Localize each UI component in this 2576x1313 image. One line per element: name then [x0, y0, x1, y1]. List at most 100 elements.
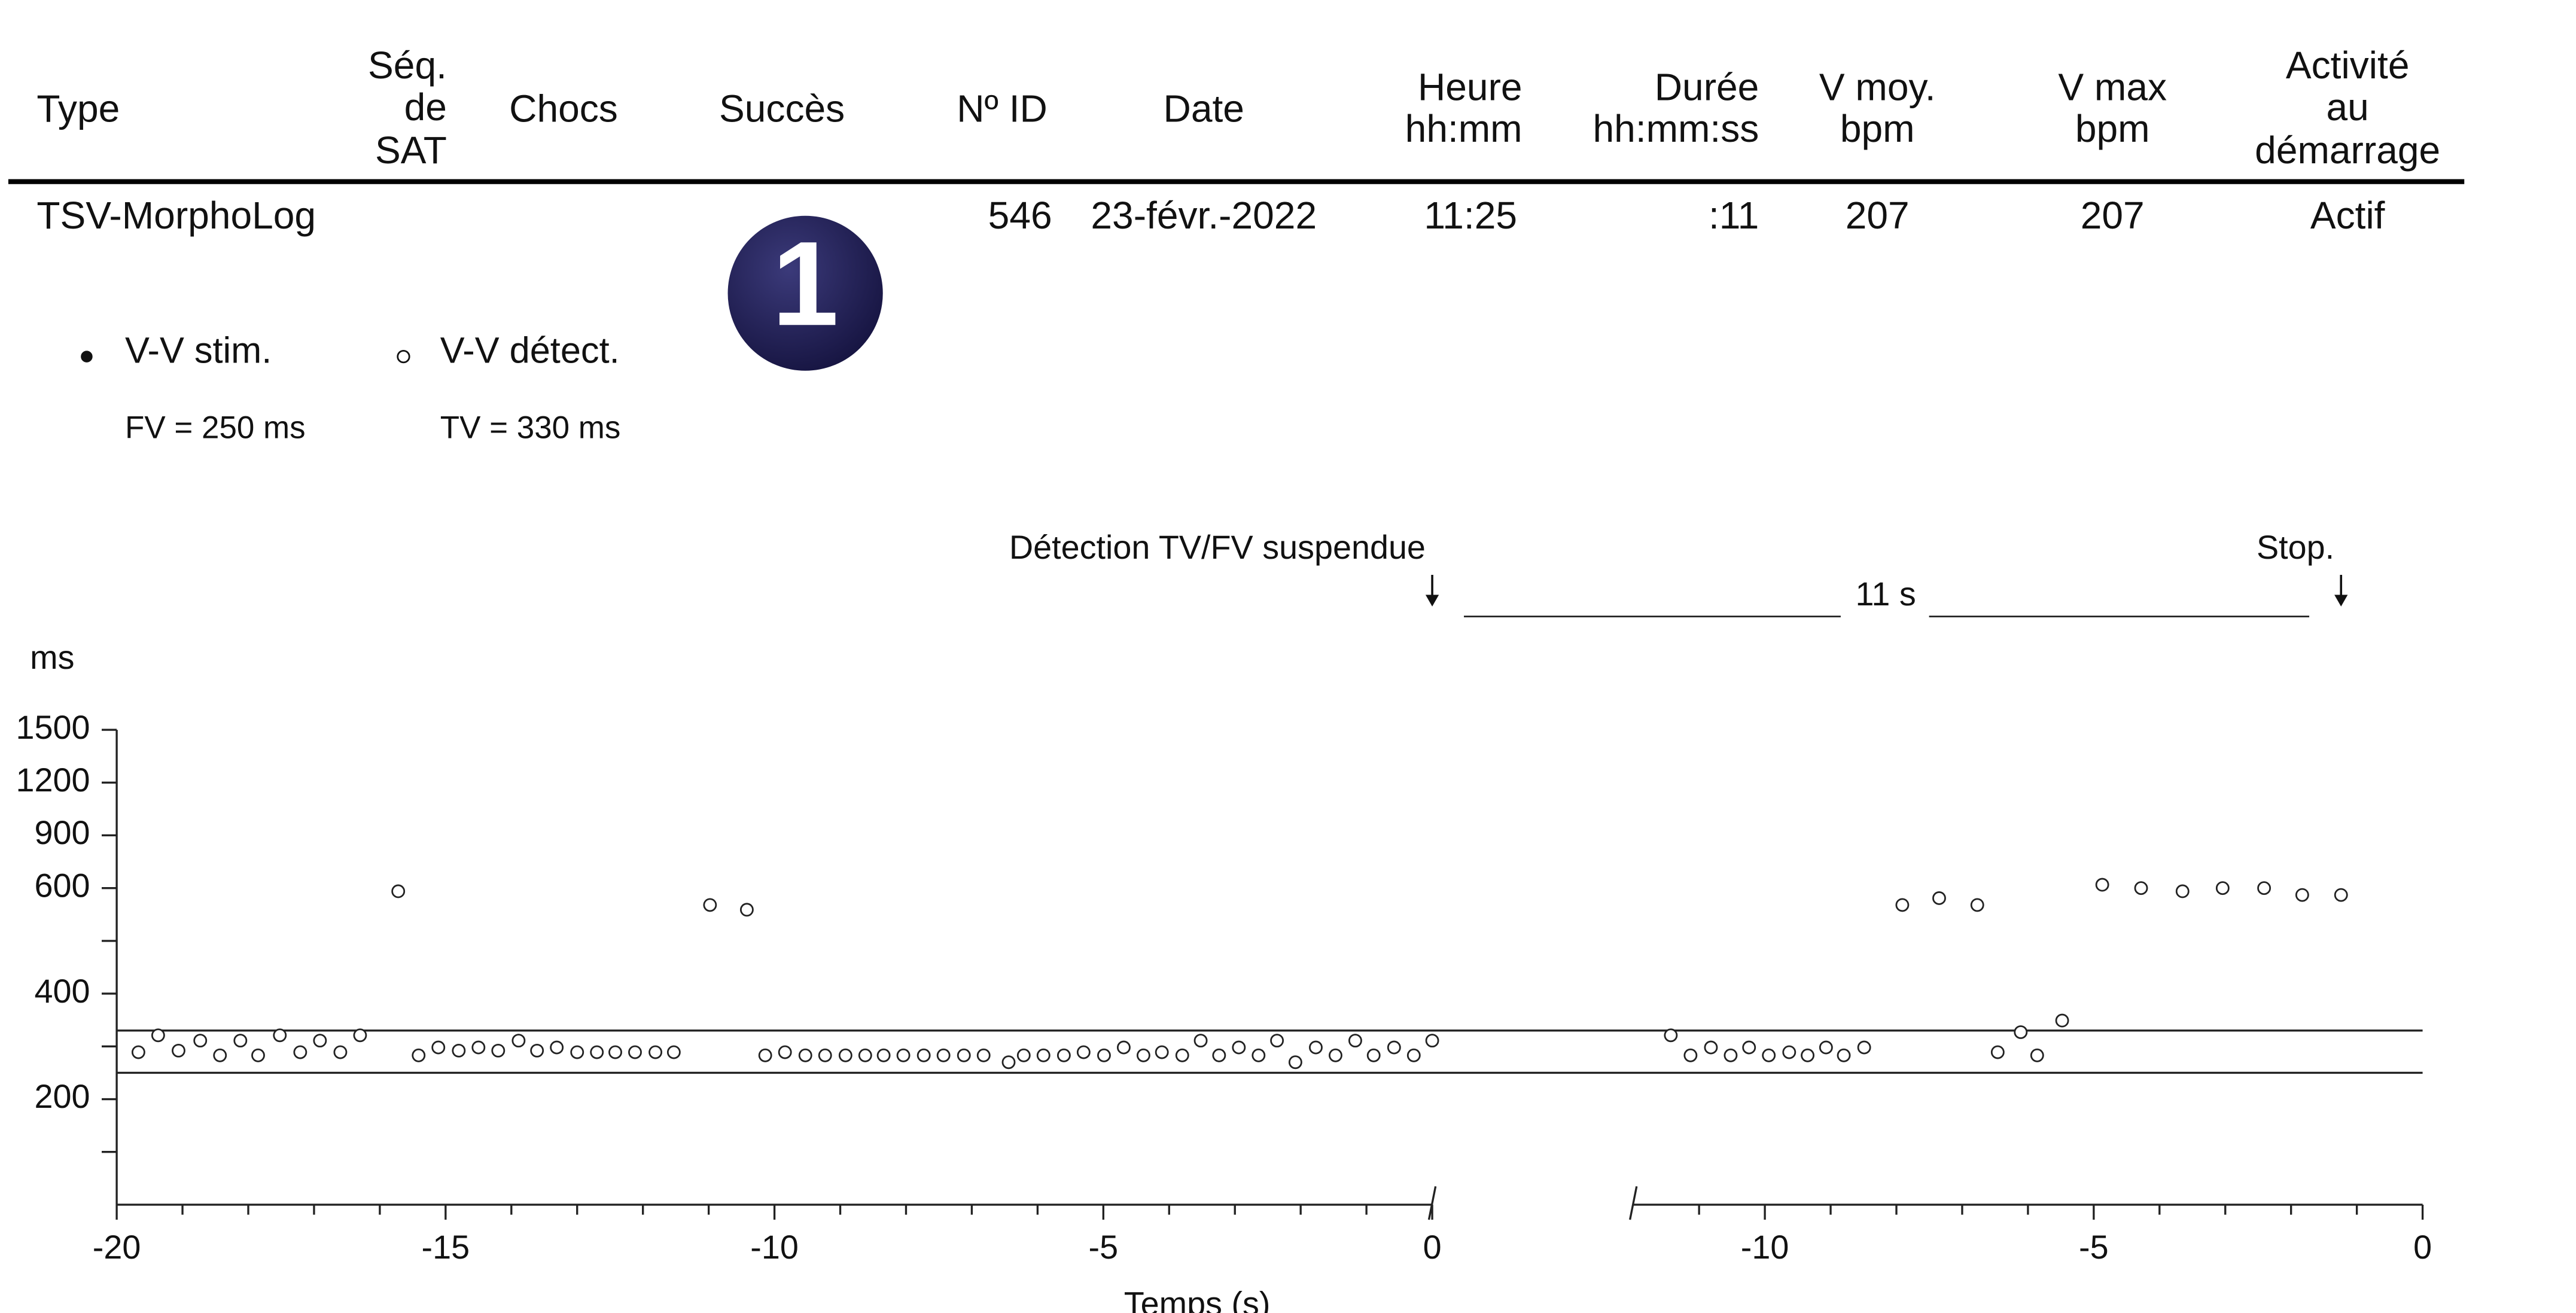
y-axis-label: ms: [30, 639, 74, 676]
table-cell: Actif: [2310, 194, 2385, 237]
column-header: bpm: [1840, 107, 1915, 150]
column-header: au: [2327, 86, 2369, 129]
data-point: [858, 1048, 872, 1062]
data-point: [1970, 898, 1984, 912]
column-header: SAT: [375, 129, 447, 172]
data-point: [896, 1048, 911, 1062]
data-point: [2257, 881, 2271, 895]
data-point: [293, 1045, 307, 1059]
data-point: [471, 1040, 486, 1055]
data-point: [2055, 1013, 2069, 1028]
data-point: [1232, 1040, 1246, 1055]
data-point: [313, 1034, 327, 1048]
data-point: [1990, 1045, 2005, 1059]
y-tick-label: 900: [35, 814, 90, 851]
data-point: [1704, 1040, 1718, 1055]
duration-label: 11 s: [1856, 575, 1916, 613]
data-point: [798, 1048, 812, 1062]
y-tick-label: 400: [35, 973, 90, 1010]
column-header: Activité: [2286, 44, 2410, 87]
table-cell: 207: [2081, 194, 2145, 237]
data-point: [608, 1045, 622, 1059]
data-point: [391, 884, 406, 898]
x-tick-label: -5: [1089, 1229, 1119, 1266]
data-point: [251, 1048, 265, 1062]
data-point: [1387, 1040, 1401, 1055]
axis-break: [1427, 1186, 1437, 1220]
data-point: [172, 1043, 185, 1058]
column-header: Date: [1164, 87, 1244, 130]
table-cell: 546: [988, 194, 1052, 237]
column-header: hh:mm:ss: [1593, 107, 1759, 150]
data-point: [131, 1045, 145, 1059]
column-header: Type: [36, 87, 120, 130]
data-point: [333, 1045, 348, 1059]
data-point: [1288, 1055, 1302, 1070]
data-point: [1762, 1048, 1776, 1062]
threshold-label: FV = 250 ms: [125, 410, 306, 446]
data-point: [1136, 1048, 1150, 1062]
data-point: [739, 903, 754, 917]
table-cell: TSV-MorphoLog: [36, 194, 316, 237]
data-point: [193, 1034, 208, 1048]
data-point: [570, 1045, 584, 1059]
data-point: [1116, 1040, 1131, 1055]
column-header: démarrage: [2255, 129, 2440, 172]
data-point: [1270, 1034, 1284, 1048]
table-cell: 23-févr.-2022: [1091, 194, 1317, 237]
data-point: [2030, 1048, 2044, 1062]
data-point: [758, 1048, 772, 1062]
axis-break: [1628, 1186, 1638, 1220]
data-point: [818, 1048, 832, 1062]
annotation: Détection TV/FV suspendue: [1009, 529, 1426, 566]
column-header: V max: [2058, 65, 2167, 108]
data-point: [2175, 884, 2190, 898]
data-point: [1406, 1048, 1421, 1062]
data-point: [1036, 1048, 1051, 1062]
data-point: [1837, 1048, 1851, 1062]
threshold-label: TV = 330 ms: [440, 410, 621, 446]
y-tick-label: 1500: [16, 709, 90, 746]
data-point: [1193, 1034, 1208, 1048]
data-point: [452, 1043, 466, 1058]
legend-marker: [397, 349, 410, 364]
legend-label: V-V stim.: [125, 330, 272, 371]
column-header: V moy.: [1819, 65, 1936, 108]
data-point: [213, 1048, 227, 1062]
data-point: [1782, 1045, 1796, 1059]
data-point: [1664, 1028, 1678, 1043]
data-point: [590, 1045, 604, 1059]
x-tick-label: -5: [2079, 1229, 2109, 1266]
data-point: [1309, 1040, 1323, 1055]
x-tick-label: -10: [750, 1229, 799, 1266]
x-axis-label: Temps (s): [1124, 1285, 1271, 1313]
x-tick-label: 0: [1423, 1229, 1442, 1266]
data-point: [916, 1048, 931, 1062]
data-point: [530, 1043, 544, 1058]
data-point: [1155, 1045, 1169, 1059]
data-point: [648, 1045, 663, 1059]
data-point: [2215, 881, 2230, 895]
data-point: [511, 1034, 526, 1048]
data-point: [1212, 1048, 1226, 1062]
data-point: [1348, 1034, 1362, 1048]
data-point: [2095, 878, 2109, 892]
data-point: [957, 1048, 971, 1062]
y-tick-label: 200: [35, 1078, 90, 1115]
legend-marker: [81, 351, 93, 362]
column-header: Succès: [719, 87, 845, 130]
x-tick-label: -15: [422, 1229, 470, 1266]
data-point: [151, 1028, 165, 1043]
data-point: [2295, 888, 2309, 902]
data-point: [628, 1045, 642, 1059]
data-point: [936, 1048, 951, 1062]
data-point: [1076, 1045, 1091, 1059]
data-point: [1932, 891, 1946, 905]
data-point: [778, 1045, 792, 1059]
annotation-arrowhead: [2334, 595, 2348, 607]
data-point: [2014, 1025, 2028, 1039]
data-point: [2134, 881, 2148, 895]
legend-label: V-V détect.: [440, 330, 620, 371]
